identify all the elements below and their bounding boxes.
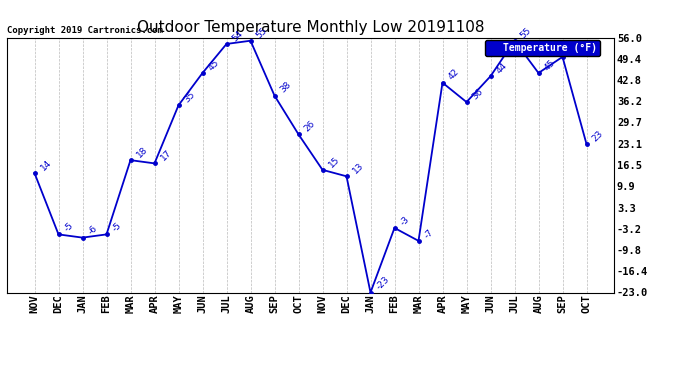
Text: 45: 45	[207, 58, 221, 72]
Text: 45: 45	[542, 58, 557, 72]
Text: -7: -7	[423, 227, 435, 240]
Text: 44: 44	[495, 61, 509, 75]
Text: 26: 26	[303, 119, 317, 134]
Text: -5: -5	[63, 221, 75, 234]
Text: 36: 36	[471, 87, 485, 101]
Text: 13: 13	[351, 161, 365, 176]
Text: 35: 35	[183, 90, 197, 105]
Text: -5: -5	[110, 221, 124, 234]
Text: -23: -23	[375, 275, 391, 292]
Text: 55: 55	[255, 26, 269, 40]
Text: 38: 38	[279, 80, 293, 95]
Text: 50: 50	[566, 42, 581, 56]
Text: 14: 14	[39, 158, 53, 172]
Text: 17: 17	[159, 148, 173, 163]
Text: -6: -6	[87, 224, 99, 237]
Text: Copyright 2019 Cartronics.com: Copyright 2019 Cartronics.com	[7, 26, 163, 35]
Legend: Temperature (°F): Temperature (°F)	[485, 40, 600, 56]
Title: Outdoor Temperature Monthly Low 20191108: Outdoor Temperature Monthly Low 20191108	[137, 20, 484, 35]
Text: -3: -3	[399, 214, 411, 227]
Text: 18: 18	[135, 145, 149, 159]
Text: 15: 15	[326, 154, 341, 169]
Text: 23: 23	[591, 129, 605, 143]
Text: 42: 42	[446, 68, 461, 82]
Text: 55: 55	[519, 26, 533, 40]
Text: 54: 54	[230, 29, 245, 43]
